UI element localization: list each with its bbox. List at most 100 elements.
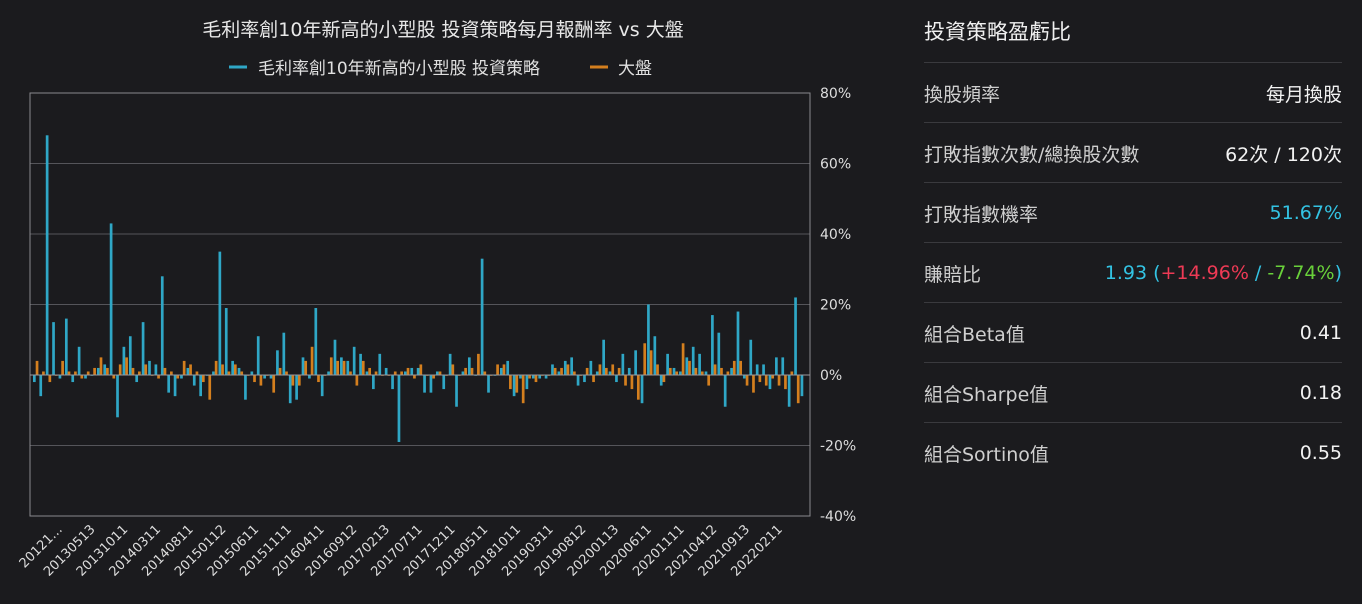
bar-strategy	[595, 371, 599, 375]
bar-strategy	[333, 339, 337, 375]
bar-market	[560, 367, 563, 375]
bar-strategy	[250, 371, 254, 375]
bar-market	[118, 364, 122, 375]
bar-market	[464, 367, 467, 375]
bar-market	[592, 375, 595, 383]
bar-strategy	[691, 346, 695, 375]
bar-market	[361, 360, 365, 375]
bar-strategy	[122, 346, 126, 375]
bar-market	[163, 367, 167, 375]
bar-market	[700, 371, 704, 375]
bar-market	[138, 371, 141, 375]
stats-value: 62次 / 120次	[1225, 143, 1342, 166]
bar-strategy	[416, 367, 420, 375]
ratio-value: 1.93	[1104, 262, 1148, 284]
bar-strategy	[435, 371, 439, 375]
bar-market	[483, 371, 487, 375]
stats-value: 每月換股	[1265, 83, 1342, 106]
bar-market	[668, 367, 672, 375]
bar-strategy	[647, 304, 650, 375]
stats-label: 打敗指數次數/總換股次數	[924, 143, 1140, 166]
bar-strategy	[557, 371, 561, 375]
bar-strategy	[346, 360, 350, 375]
bar-strategy	[730, 367, 733, 375]
bar-market	[758, 375, 762, 383]
bar-market	[144, 364, 148, 375]
stats-title: 投資策略盈虧比	[924, 20, 1071, 44]
bar-market	[413, 375, 416, 379]
bar-strategy	[224, 308, 228, 375]
bar-strategy	[71, 375, 75, 383]
bar-market	[720, 367, 723, 375]
bar-market	[336, 360, 340, 375]
bar-market	[470, 367, 474, 375]
bar-market	[125, 357, 128, 376]
stats-value: 0.55	[1299, 442, 1342, 464]
bar-strategy	[263, 375, 266, 379]
bar-strategy	[276, 350, 279, 375]
bar-strategy	[423, 375, 426, 393]
bar-market	[432, 375, 435, 379]
stats-label: 賺賠比	[924, 263, 982, 286]
bar-strategy	[775, 357, 778, 376]
bar-strategy	[608, 371, 612, 375]
bar-market	[681, 343, 685, 375]
bar-strategy	[455, 375, 458, 407]
bar-market	[278, 367, 282, 375]
bar-strategy	[167, 375, 171, 393]
bar-strategy	[800, 375, 804, 397]
stats-row-beat-rate: 打敗指數機率 51.67%	[924, 182, 1342, 243]
bar-market	[745, 375, 749, 386]
bar-market	[48, 375, 52, 383]
bar-market	[208, 375, 212, 400]
bar-market	[477, 353, 480, 375]
bar-market	[611, 364, 615, 375]
bar-strategy	[698, 353, 701, 375]
bar-market	[617, 367, 621, 375]
bar-market	[515, 375, 519, 393]
y-tick-label: 0%	[820, 368, 842, 384]
bar-strategy	[717, 332, 721, 375]
bar-strategy	[237, 367, 241, 375]
bar-market	[624, 375, 627, 386]
bar-market	[419, 364, 423, 375]
bar-market	[349, 371, 352, 375]
bar-strategy	[666, 353, 669, 375]
bar-strategy	[762, 364, 765, 375]
bar-market	[451, 364, 455, 375]
bar-market	[176, 375, 180, 379]
bar-strategy	[384, 367, 388, 375]
bar-strategy	[576, 375, 580, 386]
bar-strategy	[160, 276, 164, 375]
bar-strategy	[308, 375, 311, 379]
bar-market	[502, 364, 506, 375]
stats-row-sortino: 組合Sortino值 0.55	[924, 422, 1342, 483]
stats-value: 0.18	[1299, 382, 1342, 404]
bar-strategy	[461, 371, 465, 375]
returns-chart: 毛利率創10年新高的小型股 投資策略每月報酬率 vs 大盤 毛利率創10年新高的小…	[17, 19, 856, 580]
bar-strategy	[301, 357, 305, 376]
chart-title: 毛利率創10年新高的小型股 投資策略每月報酬率 vs 大盤	[202, 19, 683, 41]
bar-market	[374, 371, 378, 375]
bar-market	[726, 371, 730, 375]
bar-market	[752, 375, 755, 393]
bar-market	[202, 375, 205, 383]
bar-strategy	[365, 371, 369, 375]
bar-market	[406, 367, 410, 375]
bar-market	[694, 367, 698, 375]
bar-market	[317, 375, 320, 383]
y-tick-label: 60%	[820, 157, 851, 173]
bar-strategy	[704, 371, 708, 375]
bar-strategy	[653, 336, 657, 375]
bar-market	[86, 371, 90, 375]
bar-strategy	[755, 364, 759, 375]
bar-strategy	[467, 357, 471, 376]
bar-market	[739, 360, 743, 375]
bar-strategy	[64, 318, 68, 375]
bar-market	[189, 364, 192, 375]
bar-market	[393, 371, 397, 375]
bar-strategy	[45, 135, 49, 375]
stats-label: 組合Beta值	[924, 323, 1025, 346]
bar-market	[400, 371, 403, 375]
y-tick-label: -20%	[820, 439, 856, 455]
